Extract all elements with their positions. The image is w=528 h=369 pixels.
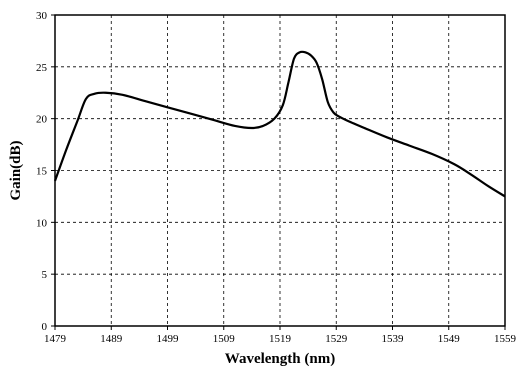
x-tick-label: 1549 — [438, 333, 461, 345]
x-tick-label: 1559 — [494, 333, 517, 345]
y-tick-label: 10 — [36, 217, 48, 229]
x-axis-title: Wavelength (nm) — [225, 351, 335, 367]
gain-series-line — [53, 50, 506, 198]
series-layer — [53, 50, 506, 198]
y-axis-title: Gain(dB) — [8, 140, 24, 200]
x-tick-label: 1499 — [157, 333, 180, 345]
x-tick-label: 1539 — [382, 333, 405, 345]
y-tick-label: 0 — [42, 321, 48, 333]
y-tick-label: 5 — [42, 269, 48, 281]
x-tick-label: 1509 — [213, 333, 236, 345]
y-tick-label: 20 — [36, 114, 48, 126]
x-tick-label: 1479 — [44, 333, 67, 345]
x-tick-label: 1519 — [269, 333, 292, 345]
axes: 1479 1489 1499 1509 1519 1529 1539 1549 1559 0 5 10… — [36, 10, 517, 345]
x-tick-label: 1529 — [325, 333, 348, 345]
y-tick-label: 30 — [36, 10, 48, 22]
grid-lines — [55, 15, 505, 326]
x-tick-label: 1489 — [100, 333, 123, 345]
y-tick-label: 25 — [36, 62, 48, 74]
y-tick-label: 15 — [36, 166, 48, 178]
